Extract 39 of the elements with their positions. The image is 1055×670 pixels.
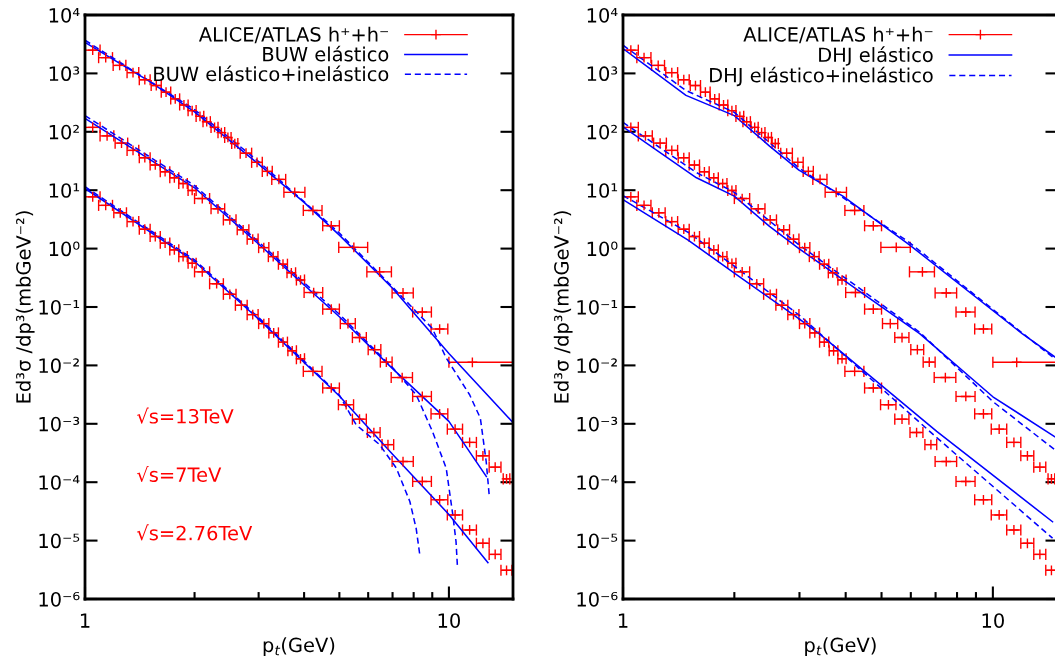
y-tick-label: 10³ [49,66,80,82]
y-tick-label: 10⁻¹ [39,299,80,315]
annotation: √s=7TeV [136,465,222,483]
y-tick-label: 10¹ [587,183,618,198]
x-tick-label: 1 [80,613,90,628]
y-axis-title: Ed³σ /dp³(mbGeV⁻²) [553,211,573,403]
legend-label: ALICE/ATLAS h⁺+h⁻ [743,26,933,44]
legend-label: BUW elástico+inelástico [154,65,389,82]
y-tick-label: 10² [587,124,617,140]
y-tick-label: 10¹ [49,183,80,198]
y-tick-label: 10⁰ [587,241,618,257]
x-axis-title: p$_{t}$(GeV) [805,637,876,657]
y-tick-label: 10⁻² [577,358,617,374]
y-tick-label: 10⁻⁶ [577,591,618,607]
legend-label: DHJ elástico [819,46,933,66]
y-axis-title: Ed³σ /dp³(mbGeV⁻²) [15,211,35,403]
x-axis-title: p$_{t}$(GeV) [263,637,335,657]
y-tick-label: 10³ [587,66,618,82]
y-tick-label: 10⁻⁶ [39,591,80,607]
y-tick-label: 10⁰ [49,241,80,257]
y-tick-label: 10² [49,124,79,140]
y-tick-label: 10⁻⁵ [577,533,618,549]
y-tick-label: 10⁴ [587,7,618,23]
y-tick-label: 10⁻³ [577,416,618,432]
y-tick-label: 10⁴ [49,7,80,23]
x-tick-label: 1 [618,613,628,628]
annotation: √s=13TeV [136,407,234,424]
y-tick-label: 10⁻⁵ [39,533,80,549]
legend-label: DHJ elástico+inelástico [710,66,933,87]
annotation: √s=2.76TeV [136,524,253,541]
y-tick-label: 10⁻² [39,358,79,374]
y-tick-label: 10⁻⁴ [577,475,618,490]
x-tick-label: 10 [982,613,1004,628]
y-tick-label: 10⁻⁴ [39,475,80,490]
y-tick-label: 10⁻³ [39,416,80,432]
x-tick-label: 10 [438,613,460,628]
legend-label: ALICE/ATLAS h⁺+h⁻ [198,26,389,44]
legend-label: BUW elástico [263,45,389,62]
y-tick-label: 10⁻¹ [577,299,618,315]
